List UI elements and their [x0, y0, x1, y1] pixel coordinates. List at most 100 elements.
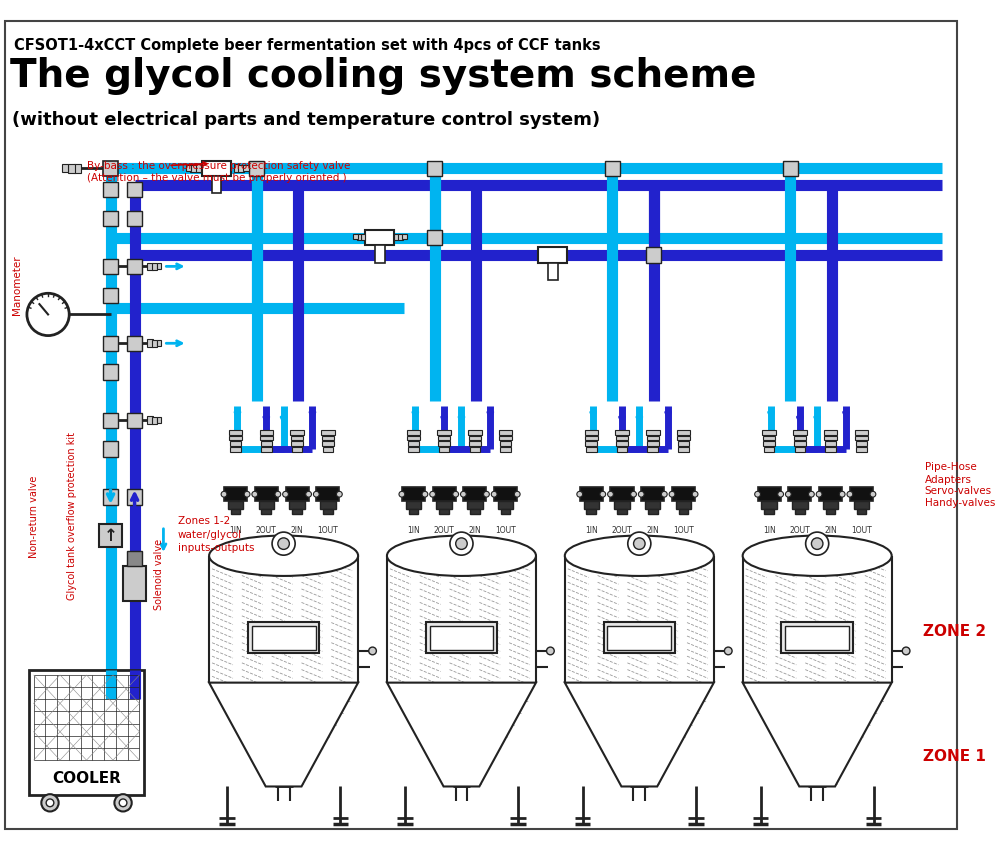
Bar — [679, 508, 688, 514]
Bar — [103, 412, 118, 428]
Bar — [438, 435, 450, 440]
Text: Non-return valve: Non-return valve — [29, 475, 39, 558]
Bar — [195, 164, 201, 173]
Circle shape — [847, 491, 853, 497]
Circle shape — [453, 491, 459, 497]
Bar — [586, 447, 597, 452]
Bar — [29, 670, 144, 795]
Circle shape — [669, 491, 675, 497]
Bar — [795, 508, 805, 514]
Ellipse shape — [209, 536, 358, 576]
Circle shape — [634, 538, 645, 549]
Bar — [127, 258, 142, 274]
Text: Pipe-Hose
Adapters: Pipe-Hose Adapters — [925, 462, 977, 484]
Text: Manometer: Manometer — [12, 256, 22, 315]
Circle shape — [336, 491, 342, 497]
Bar — [103, 287, 118, 303]
Bar — [152, 263, 157, 269]
Polygon shape — [565, 683, 714, 786]
Circle shape — [514, 491, 520, 497]
Bar — [647, 447, 658, 452]
Text: Zones 1-2
water/glycol
inputs-outputs: Zones 1-2 water/glycol inputs-outputs — [178, 516, 254, 552]
Bar — [615, 430, 629, 434]
Text: 1IN: 1IN — [229, 526, 242, 535]
Bar — [74, 163, 81, 173]
Bar — [678, 441, 689, 446]
Bar — [322, 441, 334, 446]
Bar — [794, 441, 806, 446]
Circle shape — [809, 491, 814, 497]
Bar — [322, 435, 334, 440]
Bar — [407, 430, 420, 434]
Bar — [678, 447, 689, 452]
Bar — [394, 234, 399, 241]
Circle shape — [600, 491, 606, 497]
Bar — [580, 488, 603, 501]
Bar — [783, 161, 798, 176]
Bar — [103, 336, 118, 351]
Bar — [427, 230, 442, 245]
Bar — [127, 211, 142, 226]
Bar — [677, 435, 690, 440]
Bar — [795, 447, 805, 452]
Bar — [824, 435, 837, 440]
Bar — [585, 430, 598, 434]
Bar — [409, 508, 418, 514]
Text: 2OUT: 2OUT — [434, 526, 455, 535]
Text: 2OUT: 2OUT — [256, 526, 277, 535]
Bar — [792, 501, 808, 508]
Text: 1IN: 1IN — [585, 526, 598, 535]
Bar — [762, 430, 776, 434]
Bar — [647, 435, 659, 440]
Bar — [648, 508, 658, 514]
Text: ↑: ↑ — [104, 526, 117, 545]
Circle shape — [608, 491, 613, 497]
Bar — [437, 430, 451, 434]
Bar — [616, 441, 628, 446]
Bar — [854, 501, 869, 508]
Bar — [586, 508, 596, 514]
Bar — [255, 488, 278, 501]
Circle shape — [450, 532, 473, 555]
Bar — [430, 626, 493, 649]
Ellipse shape — [565, 536, 714, 576]
Bar — [758, 488, 781, 501]
Text: 1OUT: 1OUT — [317, 526, 338, 535]
Bar — [261, 447, 272, 452]
Circle shape — [221, 491, 227, 497]
Polygon shape — [743, 683, 892, 786]
Text: 2IN: 2IN — [469, 526, 481, 535]
Bar — [230, 441, 241, 446]
Bar — [470, 447, 480, 452]
Bar — [788, 488, 811, 501]
Circle shape — [272, 532, 295, 555]
Circle shape — [283, 491, 288, 497]
Bar — [147, 416, 153, 424]
Bar — [781, 621, 853, 654]
Bar — [147, 263, 153, 270]
Text: 2IN: 2IN — [824, 526, 837, 535]
Circle shape — [778, 491, 784, 497]
Bar — [290, 430, 304, 434]
Bar — [617, 447, 627, 452]
Circle shape — [839, 491, 845, 497]
Text: 1IN: 1IN — [763, 526, 775, 535]
Bar — [157, 264, 161, 269]
Bar — [231, 508, 240, 514]
Circle shape — [306, 491, 311, 497]
Bar — [433, 488, 456, 501]
Text: ZONE 2: ZONE 2 — [923, 624, 986, 639]
Bar — [402, 488, 425, 501]
Text: CFSOT1-4xCCT Complete beer fermentation set with 4pcs of CCF tanks: CFSOT1-4xCCT Complete beer fermentation … — [14, 37, 601, 53]
Bar — [584, 501, 599, 508]
Ellipse shape — [387, 536, 536, 576]
Bar — [103, 490, 118, 505]
Bar — [123, 566, 146, 601]
Bar — [127, 551, 142, 566]
Circle shape — [785, 491, 791, 497]
Bar — [103, 441, 118, 456]
Bar — [763, 435, 775, 440]
Bar — [229, 430, 242, 434]
Bar — [260, 435, 273, 440]
Bar — [321, 430, 335, 434]
